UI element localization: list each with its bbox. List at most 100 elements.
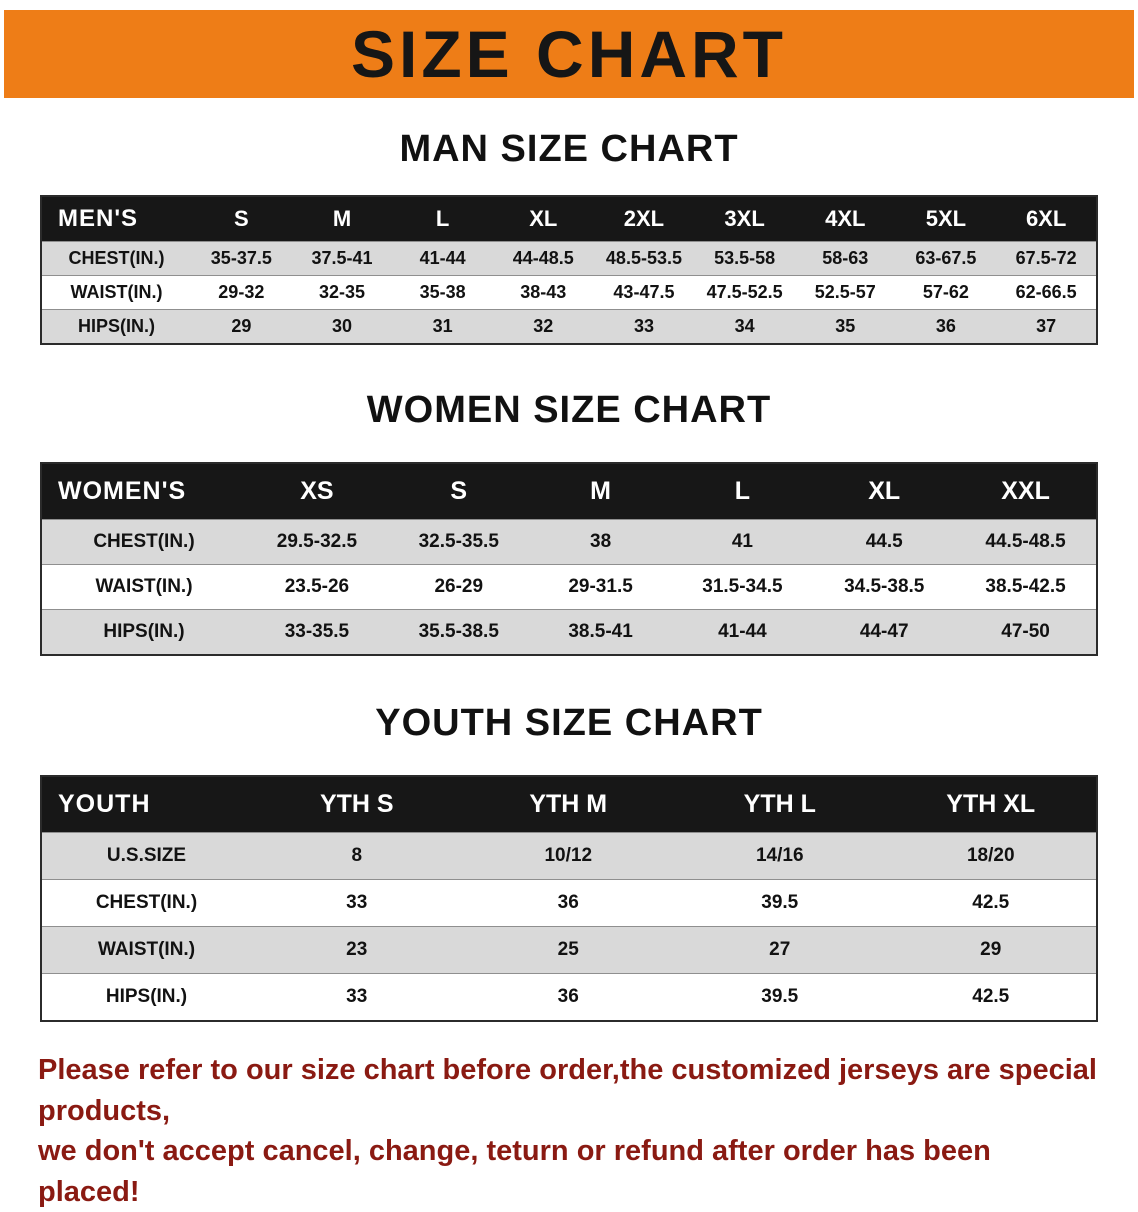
footer-notice: Please refer to our size chart before or… [38,1050,1100,1212]
section-women: WOMEN SIZE CHART WOMEN'S XS S M L XL XXL CHEST(… [0,389,1138,656]
size-value-cell: 38.5-41 [568,621,633,642]
section-youth: YOUTH SIZE CHART YOUTH YTH S YTH M YTH L YTH… [0,702,1138,1022]
table-row: HIPS(IN.) 33-35.5 35.5-38.5 38.5-41 41-44 44-… [41,609,1097,655]
size-column-header: 3XL [694,196,795,242]
size-value-cell: 63-67.5 [915,248,977,268]
size-value-cell: 53.5-58 [714,248,776,268]
table-title-cell: WOMEN'S [41,463,246,520]
table-row: CHEST(IN.) 35-37.5 37.5-41 41-44 44-48.5 48.5… [41,241,1097,276]
size-value-cell: 35 [835,316,856,336]
page-title: SIZE CHART [351,17,787,91]
size-value-cell: 23.5-26 [284,576,350,597]
size-value-cell: 27 [769,939,791,960]
row-label: WAIST(IN.) [97,939,196,960]
size-value-cell: 35.5-38.5 [418,621,499,642]
table-row: WAIST(IN.) 29-32 32-35 35-38 38-43 43-47.5 47.… [41,275,1097,310]
size-value-cell: 62-66.5 [1015,282,1077,302]
size-column-header: YTH XL [885,776,1097,833]
size-column-header: M [291,196,393,242]
size-value-cell: 10/12 [544,845,593,866]
size-column-header: YTH M [462,776,674,833]
size-value-cell: 36 [557,986,579,1007]
size-value-cell: 29-32 [218,282,265,302]
size-value-cell: 41 [731,531,753,552]
size-value-cell: 34.5-38.5 [844,576,925,597]
size-value-cell: 35-37.5 [210,248,272,268]
size-value-cell: 29-31.5 [568,576,633,597]
size-value-cell: 25 [557,939,579,960]
size-value-cell: 37.5-41 [311,248,373,268]
size-column-header: YTH S [251,776,463,833]
size-column-header: 2XL [593,196,695,242]
size-column-header: S [191,196,292,242]
table-row: WAIST(IN.) 23.5-26 26-29 29-31.5 31.5-34.5 34… [41,564,1097,610]
size-value-cell: 33 [346,892,368,913]
size-value-cell: 44.5 [865,531,903,552]
row-label: CHEST(IN.) [95,892,198,913]
size-value-cell: 32-35 [318,282,365,302]
size-value-cell: 36 [557,892,579,913]
table-header-row: YOUTH YTH S YTH M YTH L YTH XL [41,776,1097,833]
size-value-cell: 39.5 [761,892,799,913]
size-column-header: L [392,196,493,242]
size-value-cell: 33-35.5 [284,621,350,642]
size-column-header: M [529,463,672,520]
size-column-header: 4XL [794,196,896,242]
size-value-cell: 32 [533,316,554,336]
women-section-title: WOMEN SIZE CHART [366,389,772,431]
table-row: HIPS(IN.) 29 30 31 32 33 34 35 36 37 [41,309,1097,344]
table-row: U.S.SIZE 8 10/12 14/16 18/20 [41,832,1097,880]
size-value-cell: 67.5-72 [1015,248,1077,268]
size-value-cell: 29 [980,939,1002,960]
size-value-cell: 47-50 [1001,621,1050,642]
size-chart-page: SIZE CHART MAN SIZE CHART MEN'S S M L XL 2XL 3… [0,10,1138,1208]
size-value-cell: 41-44 [419,248,466,268]
size-value-cell: 44-47 [859,621,909,642]
size-value-cell: 30 [331,316,352,336]
table-title-cell: MEN'S [41,196,191,242]
size-value-cell: 43-47.5 [613,282,675,302]
size-value-cell: 23 [346,939,368,960]
notice-line-2: we don't accept cancel, change, teturn o… [38,1135,991,1208]
size-value-cell: 44-48.5 [512,248,574,268]
table-header-row: WOMEN'S XS S M L XL XXL [41,463,1097,520]
table-row: CHEST(IN.) 29.5-32.5 32.5-35.5 38 41 44.5 44.5… [41,519,1097,565]
size-value-cell: 32.5-35.5 [418,531,499,552]
size-value-cell: 8 [351,845,363,866]
size-column-header: S [387,463,530,520]
notice-line-1: Please refer to our size chart before or… [38,1054,1097,1127]
size-column-header: XS [246,463,388,520]
size-column-header: XXL [955,463,1097,520]
size-value-cell: 33 [633,316,654,336]
size-value-cell: 58-63 [822,248,869,268]
size-value-cell: 48.5-53.5 [605,248,682,268]
size-column-header: YTH L [674,776,886,833]
men-size-table: MEN'S S M L XL 2XL 3XL 4XL 5XL 6XL CHEST(IN.) 35-37… [40,195,1098,345]
size-value-cell: 33 [346,986,368,1007]
size-value-cell: 38-43 [520,282,567,302]
size-value-cell: 31.5-34.5 [702,576,783,597]
size-value-cell: 42.5 [972,892,1010,913]
table-title-cell: YOUTH [41,776,251,833]
row-label: HIPS(IN.) [105,986,188,1007]
size-value-cell: 31 [432,316,453,336]
size-value-cell: 57-62 [922,282,969,302]
table-header-row: MEN'S S M L XL 2XL 3XL 4XL 5XL 6XL [41,196,1097,242]
size-column-header: 5XL [895,196,997,242]
youth-section-title: YOUTH SIZE CHART [375,702,763,744]
row-label: HIPS(IN.) [77,316,155,336]
size-value-cell: 35-38 [419,282,466,302]
table-row: HIPS(IN.) 33 36 39.5 42.5 [41,973,1097,1021]
size-value-cell: 41-44 [718,621,767,642]
banner: SIZE CHART [4,10,1134,98]
size-column-header: XL [492,196,594,242]
row-label: CHEST(IN.) [68,248,165,268]
size-value-cell: 36 [935,316,956,336]
row-label: WAIST(IN.) [70,282,163,302]
size-value-cell: 29 [231,316,252,336]
table-row: WAIST(IN.) 23 25 27 29 [41,926,1097,974]
size-column-header: 6XL [996,196,1097,242]
size-value-cell: 18/20 [966,845,1015,866]
row-label: U.S.SIZE [106,845,187,866]
row-label: CHEST(IN.) [93,531,195,552]
